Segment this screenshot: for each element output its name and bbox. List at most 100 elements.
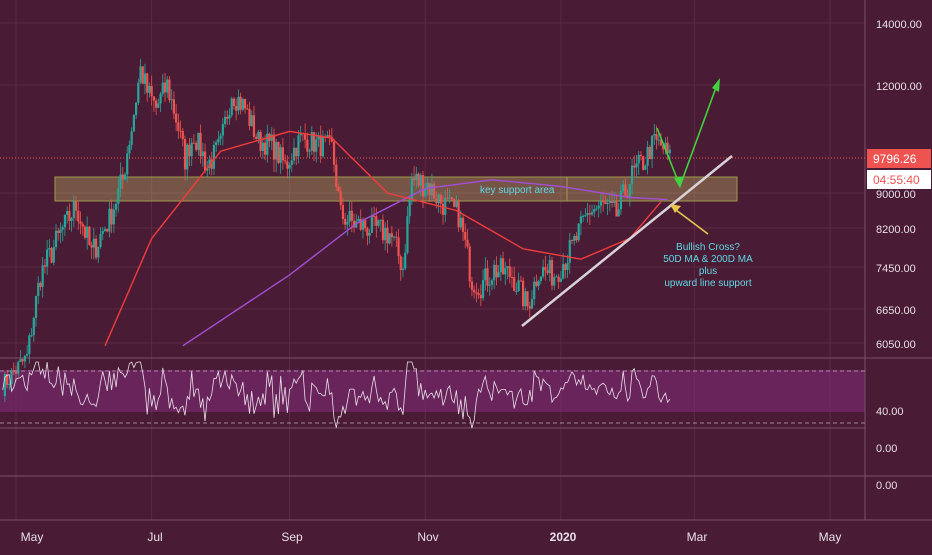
candle-body-172: [384, 227, 387, 241]
candle-body-189: [421, 175, 425, 197]
candle-body-161: [359, 218, 362, 230]
candle-body-89: [199, 132, 202, 157]
candle-body-271: [604, 201, 607, 205]
candle-body-154: [344, 218, 347, 225]
candle-body-23: [52, 247, 55, 263]
green-arrowhead-up: [712, 78, 720, 92]
yellow-arrow: [671, 206, 709, 235]
candle-body-235: [524, 291, 527, 307]
candle-body-249: [555, 276, 558, 278]
candle-body-194: [433, 183, 436, 199]
candle-body-254: [566, 262, 569, 270]
candle-body-217: [484, 268, 487, 280]
candle-body-45: [101, 230, 104, 235]
candle-body-239: [533, 281, 536, 300]
candle-body-11: [26, 354, 29, 356]
candle-body-3: [8, 384, 11, 386]
candle-body-177: [395, 236, 398, 238]
candle-body-40: [90, 244, 93, 248]
candle-body-36: [81, 223, 84, 227]
candle-body-192: [428, 183, 431, 196]
candle-body-15: [34, 295, 38, 318]
candle-body-257: [573, 236, 576, 241]
candle-body-79: [177, 122, 180, 131]
candle-body-121: [270, 134, 273, 141]
candle-body-207: [461, 217, 465, 232]
candle-body-84: [188, 144, 191, 157]
candle-body-75: [168, 79, 171, 101]
candle-body-260: [579, 216, 583, 224]
candle-body-294: [655, 134, 658, 140]
candle-body-165: [368, 232, 371, 236]
candle-body-78: [175, 113, 178, 123]
candle-body-106: [237, 96, 240, 111]
price-label-text: 9796.26: [873, 152, 917, 166]
candle-body-168: [375, 216, 378, 226]
candle-body-88: [197, 132, 200, 150]
candle-body-22: [50, 248, 53, 263]
candle-body-179: [399, 256, 402, 271]
candle-body-278: [619, 190, 623, 210]
candle-body-216: [481, 279, 485, 299]
candle-body-33: [74, 201, 78, 211]
candle-body-214: [477, 293, 480, 295]
candle-body-277: [617, 209, 620, 217]
candle-body-103: [230, 98, 233, 116]
candle-body-119: [266, 133, 269, 155]
candle-body-267: [595, 208, 598, 210]
candle-body-282: [628, 184, 631, 198]
candle-body-126: [281, 147, 284, 161]
candle-body-236: [526, 291, 529, 307]
candle-body-275: [613, 200, 616, 203]
candle-body-162: [361, 220, 365, 230]
candle-body-149: [332, 141, 336, 165]
candle-body-46: [103, 229, 107, 231]
candle-body-295: [657, 139, 660, 141]
rsi-line: [2, 361, 671, 429]
candle-body-91: [203, 151, 207, 171]
pane3-tick-0: 0.00: [876, 480, 897, 492]
candle-body-12: [28, 335, 31, 355]
candle-body-93: [208, 159, 211, 168]
candle-body-241: [537, 281, 540, 286]
x-tick-nov: Nov: [417, 530, 438, 544]
candle-body-29: [66, 210, 69, 215]
candle-body-215: [479, 294, 482, 299]
candle-body-178: [397, 237, 400, 257]
candle-body-82: [183, 139, 187, 170]
candle-body-143: [319, 135, 322, 157]
candle-body-256: [570, 240, 574, 242]
candle-body-158: [352, 220, 356, 228]
candle-body-56: [126, 153, 129, 175]
candle-body-94: [210, 159, 213, 169]
candle-body-160: [357, 218, 360, 222]
candle-body-127: [284, 160, 287, 162]
candle-body-204: [455, 201, 458, 207]
candle-body-248: [553, 277, 556, 286]
candle-body-115: [257, 131, 260, 139]
candle-body-26: [59, 229, 62, 233]
candle-body-7: [17, 361, 20, 374]
candle-body-107: [239, 96, 242, 110]
candle-body-38: [86, 226, 89, 238]
candle-body-243: [541, 267, 545, 277]
candle-body-70: [157, 103, 160, 108]
candle-body-47: [106, 229, 109, 232]
candle-body-24: [54, 230, 58, 248]
candle-body-190: [424, 189, 427, 197]
y-tick-6650: 6650.00: [876, 305, 916, 317]
candle-body-142: [317, 135, 320, 140]
yellow-arrowhead: [670, 204, 681, 213]
candle-body-229: [510, 276, 514, 278]
candle-body-144: [321, 136, 325, 157]
candle-body-259: [577, 223, 580, 241]
candle-body-182: [406, 216, 409, 253]
candle-body-205: [457, 201, 460, 228]
candle-body-221: [493, 264, 496, 281]
candle-body-212: [473, 289, 476, 293]
candle-body-50: [112, 209, 115, 225]
candle-body-72: [161, 82, 164, 94]
candle-body-231: [515, 290, 518, 292]
